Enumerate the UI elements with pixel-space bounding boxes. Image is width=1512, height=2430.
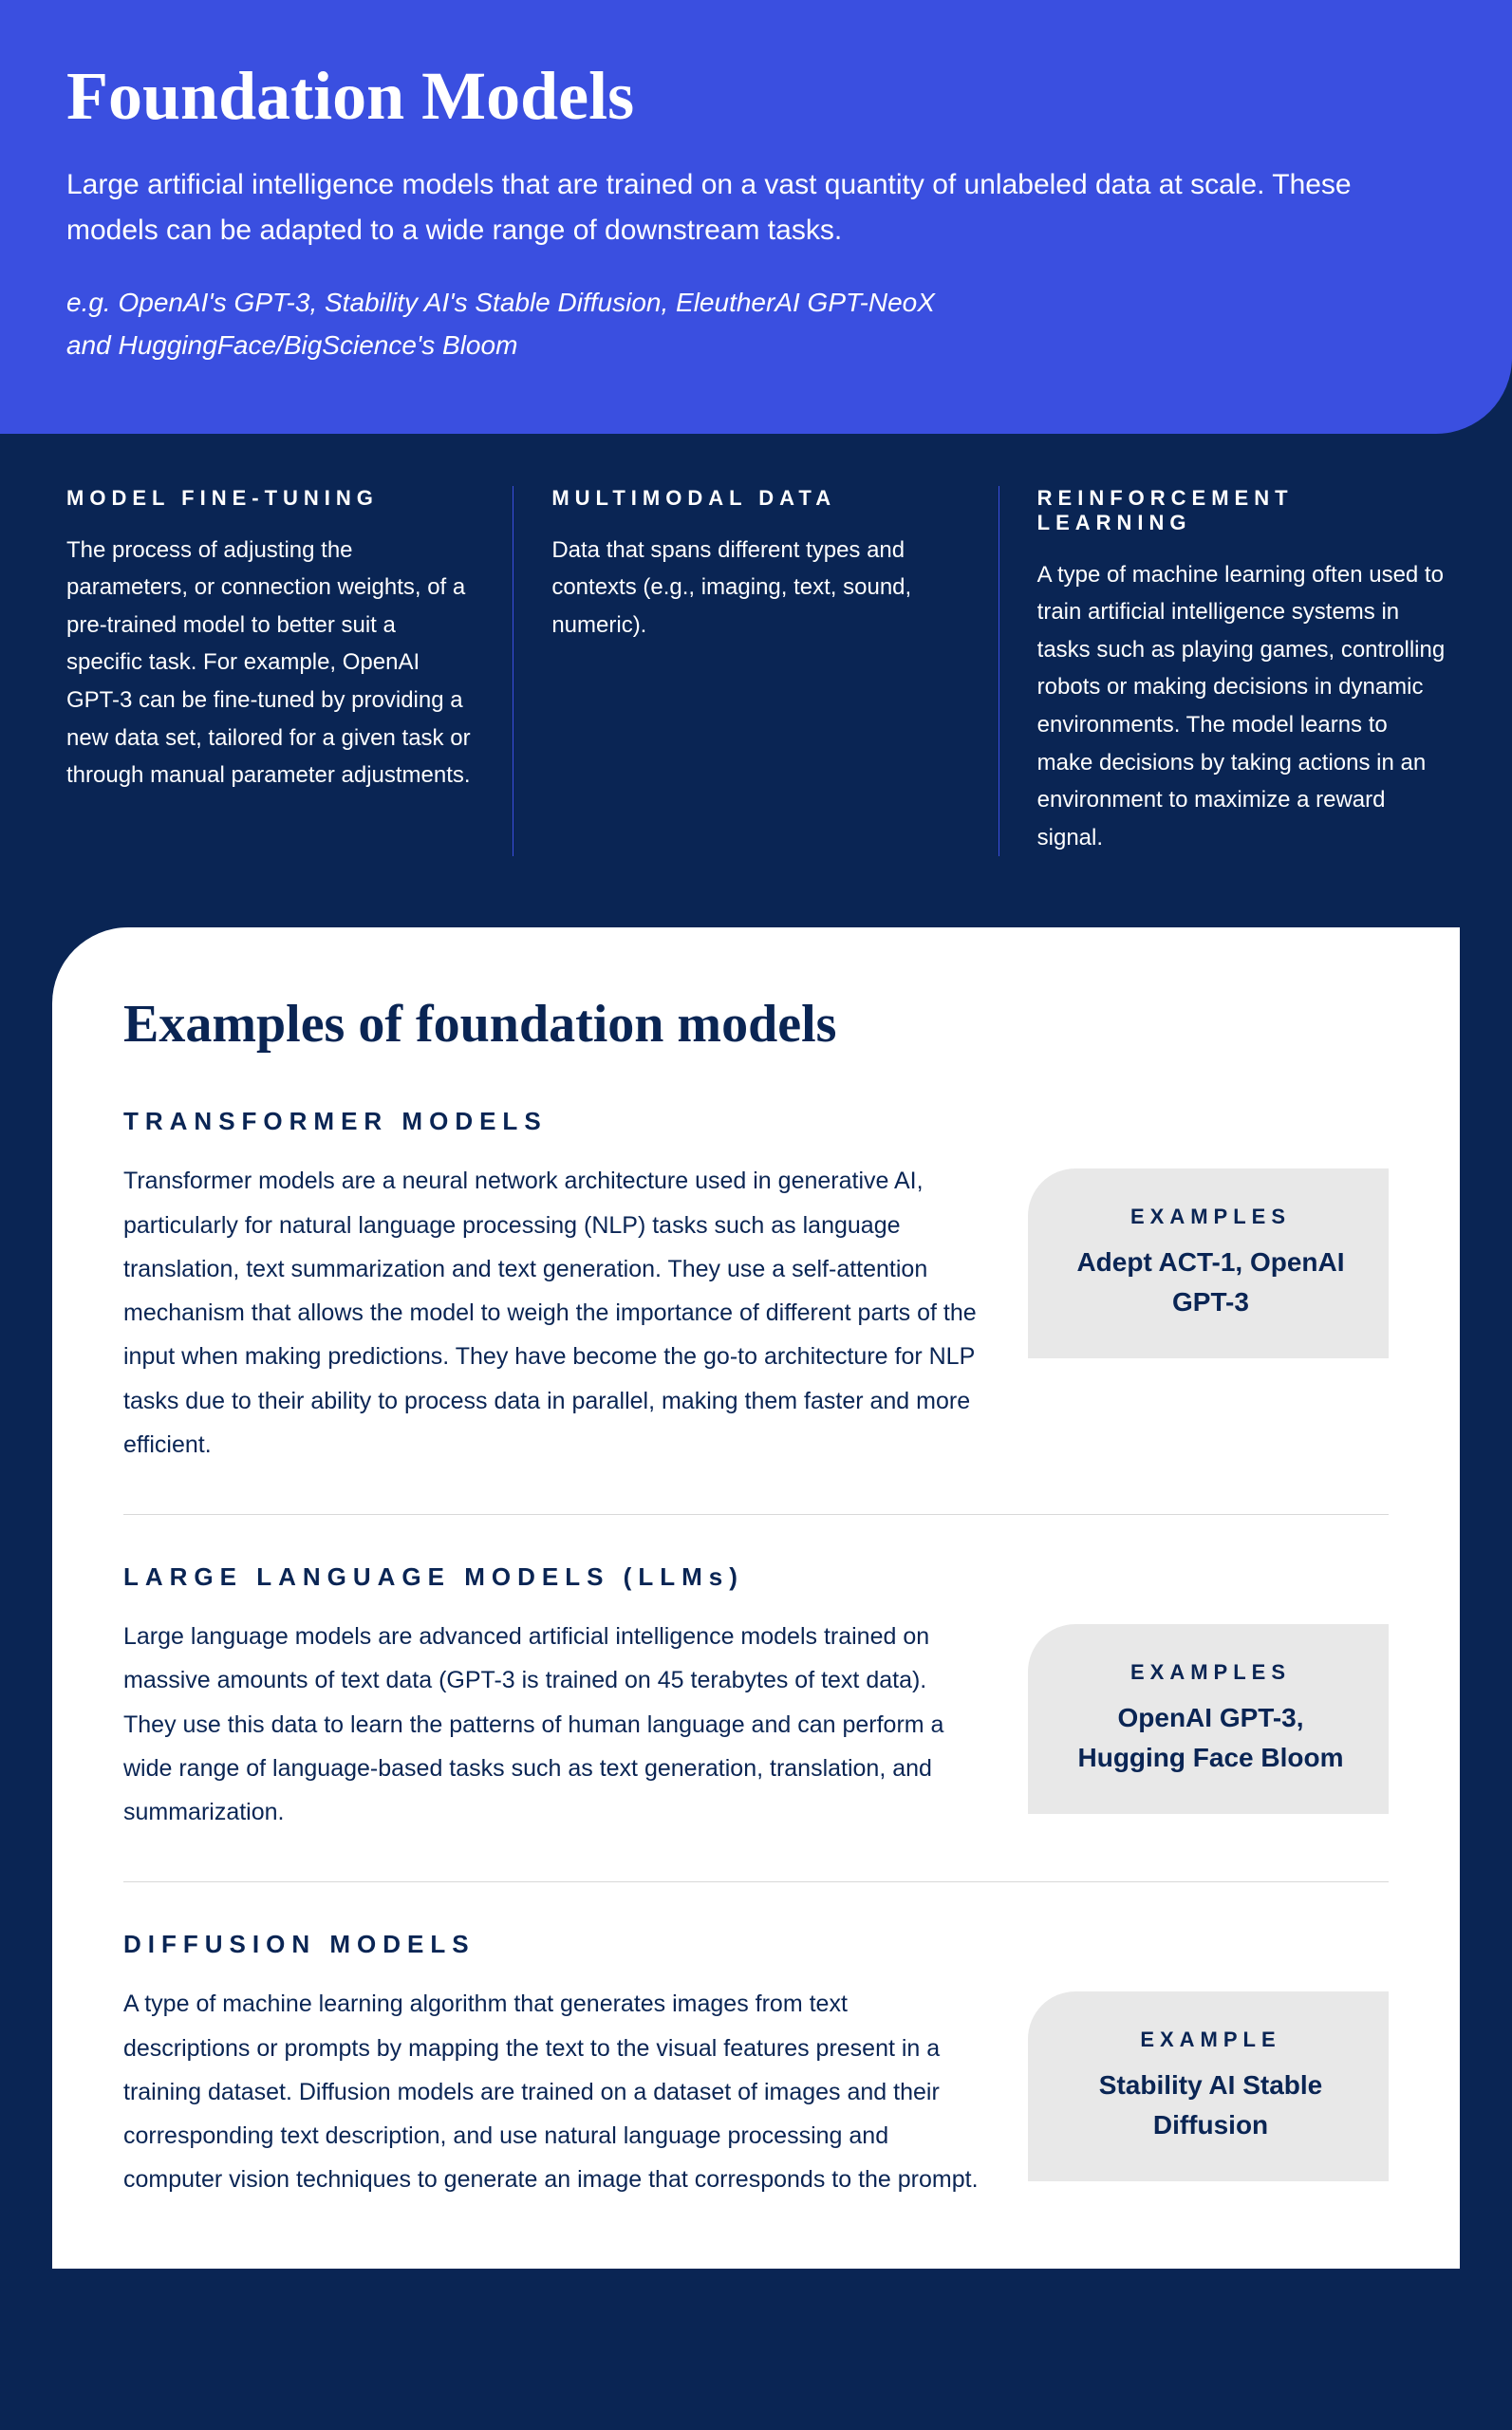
model-title: DIFFUSION MODELS — [123, 1930, 1389, 1959]
example-label: EXAMPLES — [1075, 1660, 1346, 1685]
definition-multimodal: MULTIMODAL DATA Data that spans differen… — [513, 486, 999, 857]
model-row: Transformer models are a neural network … — [123, 1159, 1389, 1467]
model-section-diffusion: DIFFUSION MODELS A type of machine learn… — [123, 1930, 1389, 2201]
definition-reinforcement-learning: REINFORCEMENT LEARNING A type of machine… — [999, 486, 1446, 857]
model-section-llm: LARGE LANGUAGE MODELS (LLMs) Large langu… — [123, 1562, 1389, 1882]
model-description: Transformer models are a neural network … — [123, 1159, 980, 1467]
model-title: LARGE LANGUAGE MODELS (LLMs) — [123, 1562, 1389, 1592]
definition-body: Data that spans different types and cont… — [551, 532, 960, 645]
hero-section: Foundation Models Large artificial intel… — [0, 0, 1512, 434]
model-row: A type of machine learning algorithm tha… — [123, 1982, 1389, 2201]
example-box: EXAMPLES Adept ACT-1, OpenAI GPT-3 — [1028, 1168, 1389, 1358]
example-items: OpenAI GPT-3, Hugging Face Bloom — [1075, 1698, 1346, 1778]
model-description: A type of machine learning algorithm tha… — [123, 1982, 980, 2201]
example-box: EXAMPLES OpenAI GPT-3, Hugging Face Bloo… — [1028, 1624, 1389, 1814]
hero-examples-line-2: and HuggingFace/BigScience's Bloom — [66, 330, 517, 360]
example-items: Stability AI Stable Diffusion — [1075, 2066, 1346, 2145]
definition-body: A type of machine learning often used to… — [1037, 556, 1446, 857]
hero-examples-line-1: e.g. OpenAI's GPT-3, Stability AI's Stab… — [66, 288, 935, 317]
example-items: Adept ACT-1, OpenAI GPT-3 — [1075, 1243, 1346, 1322]
examples-heading: Examples of foundation models — [123, 994, 1389, 1055]
example-box: EXAMPLE Stability AI Stable Diffusion — [1028, 1991, 1389, 2181]
hero-examples: e.g. OpenAI's GPT-3, Stability AI's Stab… — [66, 282, 1446, 367]
example-label: EXAMPLE — [1075, 2028, 1346, 2052]
model-row: Large language models are advanced artif… — [123, 1615, 1389, 1834]
definition-body: The process of adjusting the parameters,… — [66, 532, 475, 794]
definition-title: MULTIMODAL DATA — [551, 486, 960, 511]
definition-title: REINFORCEMENT LEARNING — [1037, 486, 1446, 535]
example-label: EXAMPLES — [1075, 1205, 1346, 1229]
model-description: Large language models are advanced artif… — [123, 1615, 980, 1834]
model-title: TRANSFORMER MODELS — [123, 1107, 1389, 1136]
examples-panel: Examples of foundation models TRANSFORME… — [52, 927, 1460, 2268]
definition-fine-tuning: MODEL FINE-TUNING The process of adjusti… — [66, 486, 513, 857]
model-section-transformer: TRANSFORMER MODELS Transformer models ar… — [123, 1107, 1389, 1515]
definitions-row: MODEL FINE-TUNING The process of adjusti… — [0, 434, 1512, 928]
page-title: Foundation Models — [66, 57, 1446, 136]
hero-description: Large artificial intelligence models tha… — [66, 162, 1395, 253]
definition-title: MODEL FINE-TUNING — [66, 486, 475, 511]
